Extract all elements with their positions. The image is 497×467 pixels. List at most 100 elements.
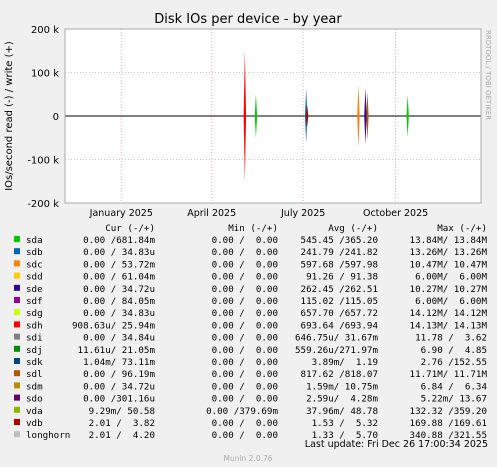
legend-stat: 0.00 / 0.00 [212,272,278,283]
legend-stat: 262.45 /262.51 [301,284,378,295]
footer: Munin 2.0.76 [223,454,272,463]
legend-swatch [14,297,20,303]
column-header: Max (-/+) [437,223,487,234]
legend-stat: 10.47M/ 10.47M [410,259,488,270]
legend-stat: 693.64 /693.94 [301,320,379,331]
legend-swatch [14,419,20,425]
legend-stat: 3.89m/ 1.19 [312,357,378,368]
legend-stat: 2.59u/ 4.28m [306,394,378,405]
column-header: Cur (-/+) [105,223,155,234]
legend-label: vdb [26,418,43,429]
legend-stat: 1.33 / 5.70 [312,430,378,441]
legend-stat: 37.96m/ 48.78 [306,406,378,417]
legend-stat: 0.00 / 0.00 [212,284,278,295]
legend-swatch [14,358,20,364]
side-text: RRDTOOL / TOBI OETIKER [484,30,492,120]
y-tick-label: -200 k [27,199,59,210]
y-tick-label: -100 k [27,156,59,167]
legend-swatch [14,394,20,401]
legend-label: sde [26,284,43,295]
legend-stat: 6.00M/ 6.00M [415,296,487,307]
legend-stat: 545.45 /365.20 [301,235,378,246]
spike [366,116,369,140]
legend-stat: 0.00 / 0.00 [212,296,278,307]
y-tick-label: 100 k [31,69,59,80]
spike [243,116,247,182]
legend-stat: 0.00 / 34.72u [83,284,155,295]
legend-stat: 0.00 / 0.00 [212,235,278,246]
legend-label: sdg [26,308,43,319]
spike [364,87,367,116]
legend-stat: 0.00 / 0.00 [212,320,278,331]
legend-stat: 1.53 / 5.32 [312,418,378,429]
legend-stat: 0.00 / 0.00 [212,430,278,441]
legend-swatch [14,431,20,438]
legend-stat: 11.78 / 3.62 [415,333,487,344]
legend-stat: 169.88 /169.61 [410,418,487,429]
legend-stat: 11.61u/ 21.05m [78,345,156,356]
legend-stat: 13.84M/ 13.84M [410,235,488,246]
x-tick-label: April 2025 [187,208,236,219]
spike [305,116,309,127]
legend-stat: 5.22m/ 13.67 [421,394,487,405]
legend-label: longhorn [26,430,70,441]
legend-swatch [14,236,20,242]
legend-swatch [14,333,20,340]
legend-label: sdl [26,369,43,380]
legend-stat: 0.00 / 0.00 [212,394,278,405]
x-tick-label: October 2025 [363,208,428,219]
legend-stat: 2.76 /152.55 [421,357,487,368]
legend-stat: 10.27M/ 10.27M [410,284,488,295]
legend-stat: 340.88 /321.55 [410,430,487,441]
plot-border [64,28,482,204]
legend-stat: 0.00 / 0.00 [212,369,278,380]
legend-stat: 0.00 / 61.04m [83,272,155,283]
legend-stat: 0.00 / 0.00 [212,381,278,392]
legend-stat: 0.00 / 0.00 [212,357,278,368]
legend-stat: 0.00 /681.84m [83,235,155,246]
spike [254,116,258,138]
spike [357,84,360,116]
legend-stat: 0.00 / 96.19m [83,369,155,380]
legend-stat: 559.26u/271.97m [295,345,378,356]
legend-stat: 0.00 / 0.00 [212,308,278,319]
legend-label: sdk [26,357,43,368]
spike [364,116,367,145]
y-axis-label: IOs/second read (-) / write (+) [4,41,15,191]
legend-stat: 0.00 / 34.83u [83,308,155,319]
legend-label: sdi [26,333,43,344]
legend-stat: 597.68 /597.98 [301,259,378,270]
legend-swatch [14,345,20,352]
legend-stat: 115.02 /115.05 [301,296,378,307]
legend-label: vda [26,406,43,417]
legend-swatch [14,284,20,291]
legend-stat: 0.00 / 53.72m [83,259,155,270]
spike [254,94,258,116]
legend-label: sdj [26,345,43,356]
x-tick-label: July 2025 [280,208,325,219]
column-header: Avg (-/+) [328,223,378,234]
legend-stat: 657.70 /657.72 [301,308,378,319]
legend-swatch [14,248,20,255]
legend-stat: 6.84 / 6.34 [421,381,488,392]
legend-stat: 14.13M/ 14.13M [410,320,488,331]
legend-swatch [14,382,20,389]
spike [406,116,409,137]
legend-swatch [14,321,20,328]
legend-stat: 0.00 / 0.00 [212,259,278,270]
legend-stat: 0.00 / 0.00 [212,247,278,258]
legend-stat: 0.00 / 0.00 [212,418,278,429]
y-tick-label: 200 k [31,25,59,36]
legend-stat: 0.00 / 34.83u [83,247,155,258]
legend-stat: 11.71M/ 11.71M [410,369,488,380]
legend-swatch [14,406,20,413]
legend-stat: 0.00 / 34.72u [83,381,155,392]
legend-stat: 908.63u/ 25.94m [72,320,155,331]
legend-stat: 9.29m/ 50.58 [89,406,155,417]
spike [366,92,369,116]
y-tick-label: 0 [53,112,59,123]
legend-label: sdo [26,394,43,405]
legend-stat: 6.90 / 4.85 [421,345,487,356]
legend-stat: 0.00 /379.69m [206,406,278,417]
